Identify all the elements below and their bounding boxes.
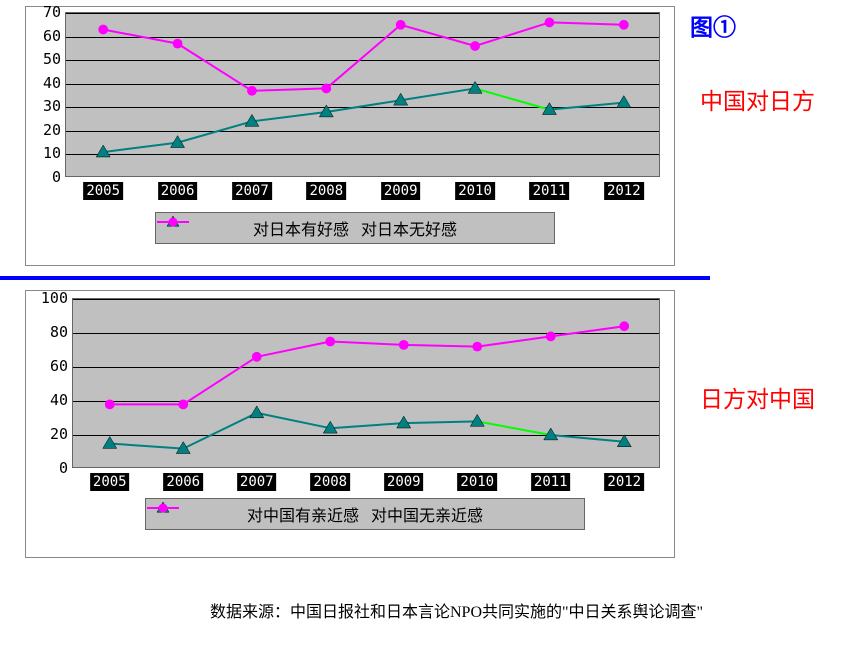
circle-marker — [399, 340, 409, 350]
circle-marker — [470, 41, 480, 51]
triangle-marker — [470, 414, 484, 426]
x-tick-label: 2009 — [381, 182, 421, 200]
series-segment — [404, 421, 478, 423]
circle-marker — [105, 400, 115, 410]
y-tick-label: 70 — [27, 3, 61, 21]
series-segment — [257, 413, 331, 428]
y-tick-label: 40 — [27, 74, 61, 92]
x-tick-label: 2005 — [90, 473, 130, 491]
series-segment — [401, 88, 475, 100]
figure-label: 图① — [690, 8, 736, 42]
legend-item: 对日本无好感 — [361, 216, 457, 240]
chart1-side-title: 中国对日方 — [700, 82, 815, 116]
series-segment — [183, 357, 257, 405]
series-segment — [330, 423, 404, 428]
legend-swatch — [146, 499, 180, 517]
x-tick-label: 2007 — [237, 473, 277, 491]
chart-svg — [73, 299, 661, 469]
series-segment — [178, 44, 252, 91]
x-tick-label: 2011 — [531, 473, 571, 491]
chart2-side-title: 日方对中国 — [700, 380, 815, 414]
circle-marker — [178, 400, 188, 410]
y-tick-label: 60 — [34, 357, 68, 375]
series-segment — [183, 413, 257, 449]
series-segment — [549, 103, 623, 110]
circle-marker — [396, 20, 406, 30]
x-tick-label: 2006 — [158, 182, 198, 200]
y-tick-label: 20 — [34, 425, 68, 443]
legend-label: 对中国无亲近感 — [371, 502, 483, 526]
y-tick-label: 50 — [27, 50, 61, 68]
legend-swatch — [156, 213, 190, 231]
series-segment — [252, 88, 326, 90]
series-segment — [103, 30, 177, 44]
x-tick-label: 2012 — [604, 182, 644, 200]
y-tick-label: 30 — [27, 97, 61, 115]
triangle-marker — [103, 437, 117, 449]
legend-item: 对日本有好感 — [253, 216, 349, 240]
x-tick-label: 2005 — [83, 182, 123, 200]
chart-svg — [66, 13, 661, 178]
y-tick-label: 0 — [34, 459, 68, 477]
circle-marker — [247, 86, 257, 96]
legend-item: 对中国无亲近感 — [371, 502, 483, 526]
y-tick-label: 40 — [34, 391, 68, 409]
triangle-marker — [617, 96, 631, 108]
circle-marker — [546, 332, 556, 342]
series-segment — [252, 112, 326, 121]
legend-label: 对中国有亲近感 — [247, 502, 359, 526]
circle-marker — [325, 337, 335, 347]
triangle-marker — [250, 406, 264, 418]
divider — [0, 276, 710, 280]
series-segment — [551, 326, 625, 336]
circle-marker — [619, 321, 629, 331]
circle-marker — [98, 25, 108, 35]
x-tick-label: 2006 — [163, 473, 203, 491]
circle-marker — [321, 84, 331, 94]
x-tick-label: 2011 — [530, 182, 570, 200]
series-segment — [401, 25, 475, 46]
x-tick-label: 2009 — [384, 473, 424, 491]
circle-marker — [619, 20, 629, 30]
y-tick-label: 0 — [27, 168, 61, 186]
triangle-marker — [468, 81, 482, 93]
circle-marker — [545, 18, 555, 28]
series-segment — [551, 435, 625, 442]
series-segment — [110, 444, 184, 449]
x-tick-label: 2007 — [232, 182, 272, 200]
series-segment — [330, 342, 404, 345]
series-segment — [178, 121, 252, 142]
x-tick-label: 2008 — [306, 182, 346, 200]
chart1-plot: 20052006200720082009201020112012 — [65, 12, 660, 177]
legend-label: 对日本无好感 — [361, 216, 457, 240]
x-tick-label: 2010 — [455, 182, 495, 200]
circle-marker — [173, 39, 183, 49]
series-segment — [326, 100, 400, 112]
y-tick-label: 100 — [34, 289, 68, 307]
series-segment — [257, 342, 331, 357]
series-segment — [475, 22, 549, 46]
circle-marker — [252, 352, 262, 362]
chart2-legend: 对中国有亲近感对中国无亲近感 — [145, 498, 585, 530]
chart1-legend: 对日本有好感对日本无好感 — [155, 212, 555, 244]
legend-label: 对日本有好感 — [253, 216, 349, 240]
data-source: 数据来源：中国日报社和日本言论NPO共同实施的"中日关系舆论调查" — [210, 598, 703, 622]
legend-item: 对中国有亲近感 — [247, 502, 359, 526]
circle-marker — [472, 342, 482, 352]
series-segment — [549, 22, 623, 24]
series-segment — [475, 88, 549, 109]
y-tick-label: 10 — [27, 144, 61, 162]
x-tick-label: 2010 — [457, 473, 497, 491]
series-segment — [326, 25, 400, 89]
series-segment — [477, 336, 551, 346]
chart2-plot: 20052006200720082009201020112012 — [72, 298, 660, 468]
y-tick-label: 60 — [27, 27, 61, 45]
y-tick-label: 20 — [27, 121, 61, 139]
x-tick-label: 2012 — [604, 473, 644, 491]
x-tick-label: 2008 — [310, 473, 350, 491]
series-segment — [404, 345, 478, 347]
y-tick-label: 80 — [34, 323, 68, 341]
series-segment — [477, 421, 551, 435]
series-segment — [103, 143, 177, 152]
